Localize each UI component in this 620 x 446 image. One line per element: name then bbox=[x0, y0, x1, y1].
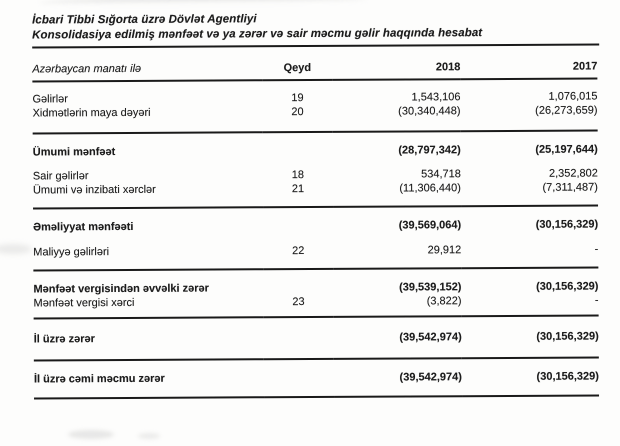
cell-2017: (30,156,329) bbox=[536, 370, 599, 383]
total-row: İl üzrə cəmi məcmu zərər (39,542,974) (3… bbox=[34, 357, 599, 386]
cell-note: 18 bbox=[291, 169, 305, 182]
cell-note bbox=[264, 317, 334, 345]
cell-2017: (26,273,659) bbox=[535, 104, 598, 117]
cell-label: Ümumi mənfəət bbox=[32, 146, 116, 159]
table-row: Gəlirlər 19 1,543,106 1,076,015 bbox=[32, 78, 597, 106]
subtotal-row: Əməliyyat mənfəəti (39,569,064) (30,156,… bbox=[33, 205, 598, 234]
cell-2017: (30,156,329) bbox=[536, 280, 599, 293]
cell-label: İl üzrə zərər bbox=[33, 333, 95, 346]
cell-2018: (39,542,974) bbox=[399, 371, 462, 384]
cell-label: Mənfəət vergisi xərci bbox=[33, 296, 135, 310]
table-row: Sair gəlirlər 18 534,718 2,352,802 bbox=[33, 156, 598, 183]
cell-note bbox=[263, 269, 333, 295]
cell-2018: 29,912 bbox=[427, 244, 462, 257]
scan-smudge-bottom-2 bbox=[138, 433, 160, 439]
cell-note: 20 bbox=[291, 106, 304, 119]
cell-2018: (3,822) bbox=[426, 295, 462, 308]
year-2017-header: 2017 bbox=[460, 45, 598, 80]
cell-note: 19 bbox=[291, 92, 304, 105]
table-row: Maliyyə gəlirləri 22 29,912 - bbox=[33, 231, 598, 259]
statement-subtitle: Konsolidasiya edilmiş mənfəət və ya zərə… bbox=[32, 27, 483, 42]
total-row: İl üzrə zərər (39,542,974) (30,156,329) bbox=[34, 315, 599, 346]
table-header-row: Azərbaycan manatı ilə Qeyd 2018 2017 bbox=[32, 45, 598, 82]
cell-2018: (39,569,064) bbox=[398, 219, 462, 232]
cell-note bbox=[264, 359, 334, 385]
cell-label: Xidmətlərin maya dəyəri bbox=[32, 106, 151, 120]
subtotal-row: Ümumi mənfəət (28,797,342) (25,197,644) bbox=[33, 130, 598, 159]
income-statement-table: Azərbaycan manatı ilə Qeyd 2018 2017 Gəl… bbox=[32, 45, 600, 399]
cell-note: 22 bbox=[292, 245, 305, 258]
cell-label: İl üzrə cəmi məcmu zərər bbox=[33, 372, 165, 386]
cell-note bbox=[263, 132, 333, 158]
cell-2017: - bbox=[594, 243, 599, 256]
document-header: İcbari Tibbi Sığorta üzrə Dövlət Agentli… bbox=[32, 10, 600, 49]
scan-smudge-bottom bbox=[68, 430, 114, 439]
cell-2017: 1,076,015 bbox=[548, 90, 598, 103]
statement-sheet: İcbari Tibbi Sığorta üzrə Dövlət Agentli… bbox=[32, 10, 600, 399]
cell-2017: (7,311,487) bbox=[542, 181, 598, 194]
cell-2018: (30,340,448) bbox=[398, 105, 461, 118]
cell-2018: (39,539,152) bbox=[399, 281, 462, 294]
cell-2018: (28,797,342) bbox=[398, 144, 461, 157]
cell-label: Əməliyyat mənfəəti bbox=[33, 220, 134, 234]
cell-label: Ümumi və inzibati xərclər bbox=[32, 183, 156, 197]
currency-note-header: Azərbaycan manatı ilə bbox=[32, 47, 263, 82]
cell-2018: (11,306,440) bbox=[399, 182, 461, 195]
cell-label: Mənfəət vergisindən əvvəlki zərər bbox=[33, 282, 209, 296]
cell-2017: (25,197,644) bbox=[535, 143, 598, 156]
year-2018-header: 2018 bbox=[332, 46, 461, 80]
cell-2017: - bbox=[594, 294, 599, 307]
cell-2017: (30,156,329) bbox=[535, 218, 599, 231]
subtotal-row: Mənfəət vergisindən əvvəlki zərər (39,53… bbox=[33, 267, 598, 296]
cell-2018: 1,543,106 bbox=[411, 91, 461, 104]
scan-smudge-left bbox=[0, 244, 32, 254]
cell-note bbox=[263, 207, 333, 233]
cell-note: 23 bbox=[292, 296, 305, 309]
cell-2018: 534,718 bbox=[421, 168, 461, 181]
note-column-header: Qeyd bbox=[262, 46, 333, 81]
cell-note: 21 bbox=[291, 183, 305, 196]
cell-label: Maliyyə gəlirləri bbox=[33, 246, 110, 259]
cell-2018: (39,542,974) bbox=[399, 331, 462, 344]
cell-2017: 2,352,802 bbox=[548, 167, 598, 180]
cell-label: Sair gəlirlər bbox=[32, 170, 89, 183]
cell-2017: (30,156,329) bbox=[536, 330, 599, 343]
cell-label: Gəlirlər bbox=[32, 93, 68, 106]
